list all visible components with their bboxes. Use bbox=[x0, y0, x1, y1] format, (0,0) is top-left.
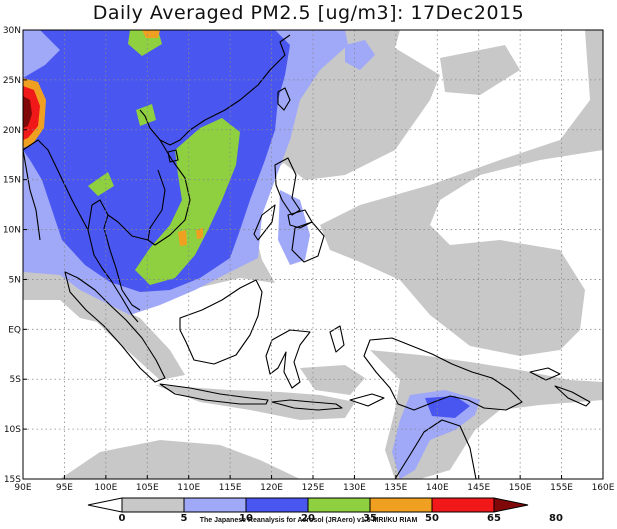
colorbar-segment bbox=[87, 497, 123, 513]
lat-tick-label: 30N bbox=[3, 26, 21, 36]
lat-tick-label: 15S bbox=[4, 475, 21, 485]
coastline-timor bbox=[349, 393, 385, 407]
colorbar-label: 0 bbox=[119, 513, 126, 524]
coastline-sulawesi bbox=[265, 329, 311, 389]
coastline-lesser-sunda bbox=[271, 399, 343, 411]
pm25-field-green-vietnam bbox=[135, 118, 240, 285]
coastline-hainan bbox=[167, 149, 179, 163]
lat-tick-label: 5N bbox=[9, 275, 21, 285]
coastline-palawan bbox=[253, 204, 276, 241]
colorbar-segment bbox=[493, 497, 529, 513]
pm25-field-grey-java bbox=[155, 385, 355, 420]
colorbar-segment bbox=[183, 497, 247, 513]
lon-tick-label: 150E bbox=[509, 483, 532, 493]
colorbar-segment bbox=[245, 497, 309, 513]
coastline-vietnam bbox=[147, 139, 191, 246]
pm25-fields bbox=[23, 30, 603, 479]
map-frame bbox=[22, 29, 604, 480]
lat-tick-label: 20N bbox=[3, 126, 21, 136]
lon-tick-label: 120E bbox=[260, 483, 283, 493]
coastline-bay-bengal bbox=[22, 139, 89, 231]
pm25-field-green-mid bbox=[136, 104, 156, 126]
coastline-malay-peninsula bbox=[101, 267, 139, 323]
coastline-luzon bbox=[274, 157, 301, 216]
map-title: Daily Averaged PM2.5 [ug/m3]: 17Dec2015 bbox=[92, 2, 525, 24]
colorbar-label: 20 bbox=[301, 513, 315, 524]
lat-tick-label: EQ bbox=[8, 325, 21, 335]
axis-labels: 90E 95E 100E 105E 110E 115E 120E 125E 130E 135E 14… bbox=[3, 26, 615, 493]
lat-tick-label: 10N bbox=[3, 226, 21, 236]
coastline-sumatra bbox=[64, 271, 166, 383]
coastline-taiwan bbox=[277, 87, 291, 111]
lat-tick-label: 15N bbox=[3, 176, 21, 186]
coastline-borneo bbox=[179, 279, 263, 365]
pm25-field-orange-spot bbox=[178, 230, 187, 246]
coastline-java bbox=[159, 383, 269, 405]
colorbar-segment bbox=[369, 497, 433, 513]
coastline-asia bbox=[139, 34, 291, 146]
lon-tick-label: 140E bbox=[426, 483, 449, 493]
coastline-solomons bbox=[554, 385, 591, 407]
colorbar-label: 35 bbox=[363, 513, 377, 524]
pm25-field-grey-newguinea bbox=[370, 350, 603, 479]
lon-tick-label: 135E bbox=[384, 483, 407, 493]
coastline-halmahera bbox=[329, 325, 345, 353]
coastline-australia-north bbox=[394, 419, 477, 480]
pm25-field-orange-top bbox=[142, 30, 160, 38]
pm25-field-grey-east-top bbox=[440, 45, 520, 95]
colorbar-segment bbox=[431, 497, 495, 513]
colorbar: 0 5 10 20 35 50 65 80 bbox=[87, 497, 563, 524]
pm25-field-grey-south bbox=[60, 440, 300, 479]
lon-tick-label: 105E bbox=[136, 483, 159, 493]
lon-tick-label: 115E bbox=[219, 483, 242, 493]
lon-tick-label: 110E bbox=[177, 483, 200, 493]
lon-tick-label: 130E bbox=[343, 483, 366, 493]
lon-tick-label: 100E bbox=[94, 483, 117, 493]
colorbar-label: 10 bbox=[239, 513, 253, 524]
pm25-field-blue-main bbox=[23, 30, 290, 292]
lon-tick-label: 95E bbox=[56, 483, 73, 493]
colorbar-segment bbox=[307, 497, 371, 513]
lon-tick-label: 125E bbox=[302, 483, 325, 493]
colorbar-segment bbox=[121, 497, 185, 513]
coastline-new-britain bbox=[529, 367, 561, 381]
colorbar-label: 80 bbox=[549, 513, 563, 524]
colorbar-label: 65 bbox=[487, 513, 501, 524]
pm25-field-orange-spot-2 bbox=[196, 228, 203, 239]
lon-tick-label: 155E bbox=[550, 483, 573, 493]
colorbar-label: 5 bbox=[181, 513, 188, 524]
lat-tick-label: 25N bbox=[3, 76, 21, 86]
coastlines bbox=[22, 34, 591, 480]
pm25-field-green-left bbox=[88, 172, 114, 196]
lon-tick-label: 160E bbox=[592, 483, 615, 493]
pm25-field-grey-east-band bbox=[320, 30, 603, 356]
pm25-field-darkred-west bbox=[23, 96, 32, 128]
credit-text: The Japanese Reanalysis for Aerosol (JRA… bbox=[199, 517, 418, 524]
coastline-gulf-thailand bbox=[103, 214, 149, 311]
lat-tick-label: 10S bbox=[4, 425, 21, 435]
colorbar-label: 50 bbox=[425, 513, 439, 524]
coastline-burma bbox=[87, 199, 109, 269]
lon-tick-label: 145E bbox=[467, 483, 490, 493]
lon-tick-label: 90E bbox=[14, 483, 31, 493]
coastline-new-guinea bbox=[363, 337, 523, 411]
lat-tick-label: 5S bbox=[10, 375, 22, 385]
gridlines bbox=[23, 30, 603, 479]
coastline-visayas bbox=[287, 209, 313, 229]
pm25-field-grey-pacific bbox=[280, 48, 440, 180]
pm25-field-lightblue-ne bbox=[345, 40, 375, 70]
pm25-field-lightblue-philippines bbox=[278, 190, 310, 265]
coastline-india bbox=[22, 149, 41, 241]
pm25-field-grey-celebes bbox=[300, 365, 365, 395]
